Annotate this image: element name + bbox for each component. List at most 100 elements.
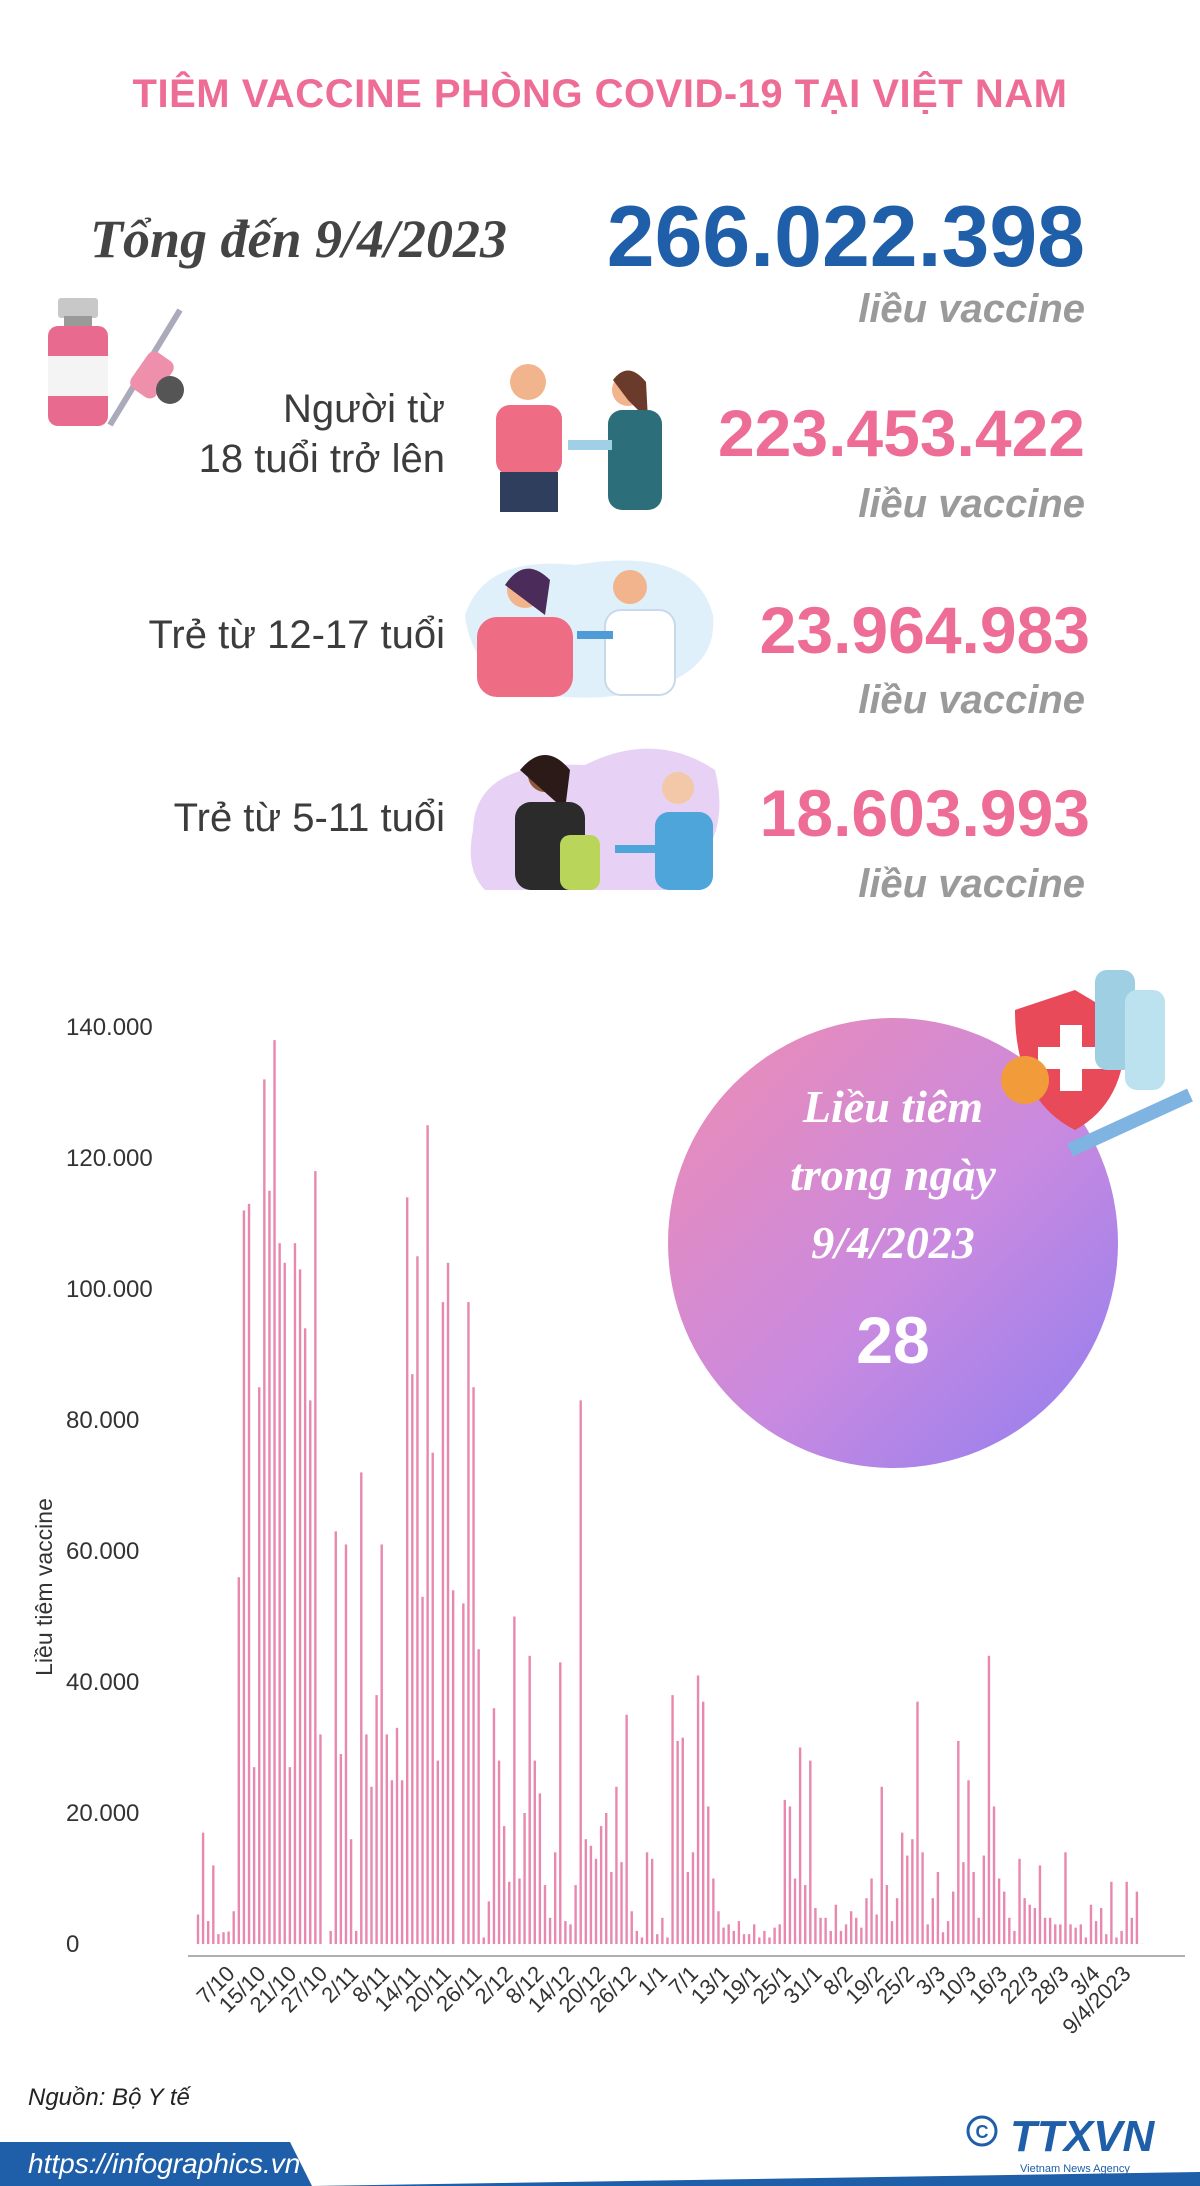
bar (1120, 1930, 1123, 1944)
bar (268, 1190, 271, 1944)
bar (1094, 1921, 1098, 1944)
bar (329, 1930, 332, 1944)
source-note: Nguồn: Bộ Y tế (28, 2084, 190, 2111)
group-adult-label-line1: Người từ (282, 387, 445, 431)
bar (523, 1813, 526, 1944)
vaccine-shield-icon (1001, 970, 1193, 1157)
bar (681, 1737, 684, 1944)
bar (492, 1708, 496, 1944)
bar (793, 1878, 797, 1944)
agency-logo: TTXVN (1010, 2112, 1155, 2161)
bar (518, 1878, 521, 1944)
bar (344, 1544, 348, 1944)
bar (977, 1917, 980, 1944)
bar (962, 1862, 965, 1945)
bar (283, 1262, 286, 1944)
bar (411, 1374, 414, 1944)
bar (1008, 1917, 1011, 1944)
bar (584, 1839, 588, 1944)
total-label: Tổng đến 9/4/2023 (90, 209, 508, 269)
group-adult-value: 223.453.422 (717, 396, 1085, 470)
bar (895, 1898, 899, 1944)
bar (543, 1885, 547, 1944)
bar (722, 1927, 725, 1945)
bar (625, 1714, 628, 1944)
bar (258, 1387, 261, 1944)
bar (599, 1826, 603, 1944)
bar (1099, 1907, 1103, 1944)
bar (406, 1197, 409, 1944)
bar (370, 1786, 373, 1944)
y-axis-label: Liều tiêm vaccine (31, 1498, 57, 1676)
bar (941, 1932, 945, 1944)
daily-doses-chart: 140.000 120.000 100.000 80.000 60.000 40.000 2… (31, 1014, 1185, 2039)
bar (436, 1760, 440, 1944)
bar (758, 1937, 761, 1944)
bar (242, 1210, 246, 1944)
bar (502, 1826, 506, 1944)
bar (992, 1806, 996, 1944)
bar (645, 1852, 649, 1944)
bar (1038, 1865, 1042, 1944)
bar (589, 1845, 593, 1944)
bar (1023, 1898, 1026, 1944)
bar (548, 1917, 552, 1944)
adult-vaccination-illustration (496, 364, 662, 512)
bar (997, 1878, 1001, 1944)
bar (635, 1930, 639, 1944)
bar (798, 1747, 802, 1944)
bar (936, 1871, 940, 1944)
bar (727, 1924, 730, 1944)
page-title: TIÊM VACCINE PHÒNG COVID-19 TẠI VIỆT NAM (132, 72, 1068, 116)
bar (1048, 1917, 1052, 1944)
teen-vaccination-illustration (465, 560, 714, 698)
bar (824, 1917, 827, 1944)
bar (1043, 1917, 1047, 1944)
bar (421, 1596, 424, 1944)
bar (227, 1931, 230, 1944)
bar (263, 1079, 266, 1944)
bar (839, 1930, 843, 1944)
bar (1105, 1934, 1108, 1944)
bar (752, 1924, 756, 1944)
bar (712, 1878, 715, 1944)
bar (844, 1924, 848, 1944)
bar (1069, 1924, 1072, 1944)
bar-series (196, 1040, 1144, 1945)
bar (900, 1832, 904, 1944)
footer-url[interactable]: https://infographics.vn (28, 2148, 301, 2179)
total-unit: liều vaccine (858, 287, 1085, 331)
bar (1135, 1891, 1139, 1944)
bar (650, 1858, 654, 1944)
bar (354, 1930, 358, 1944)
bar (212, 1865, 215, 1944)
bar (528, 1655, 531, 1944)
copyright-icon: C (965, 2114, 999, 2153)
y-tick-label: 140.000 (66, 1014, 153, 1041)
group-adult-label-line2: 18 tuổi trở lên (198, 437, 445, 481)
bar (467, 1302, 470, 1944)
bubble-value: 28 (856, 1303, 930, 1377)
bar (334, 1531, 337, 1944)
bar (196, 1914, 200, 1944)
bar (1125, 1881, 1128, 1944)
bar (446, 1262, 450, 1944)
bar (477, 1649, 480, 1944)
bar (247, 1203, 251, 1944)
bar (931, 1898, 934, 1944)
bar (293, 1243, 297, 1944)
bar (569, 1924, 572, 1944)
bar (615, 1786, 618, 1944)
y-tick-label: 120.000 (66, 1145, 153, 1172)
bar (742, 1934, 746, 1944)
bar (916, 1701, 919, 1944)
bar (207, 1921, 210, 1944)
bar (656, 1934, 659, 1944)
bar (768, 1937, 771, 1944)
bar (462, 1603, 465, 1944)
y-tick-label: 100.000 (66, 1276, 153, 1303)
svg-text:C: C (976, 2122, 989, 2142)
bar (972, 1871, 975, 1944)
bar (451, 1590, 455, 1944)
bar (1089, 1904, 1093, 1944)
